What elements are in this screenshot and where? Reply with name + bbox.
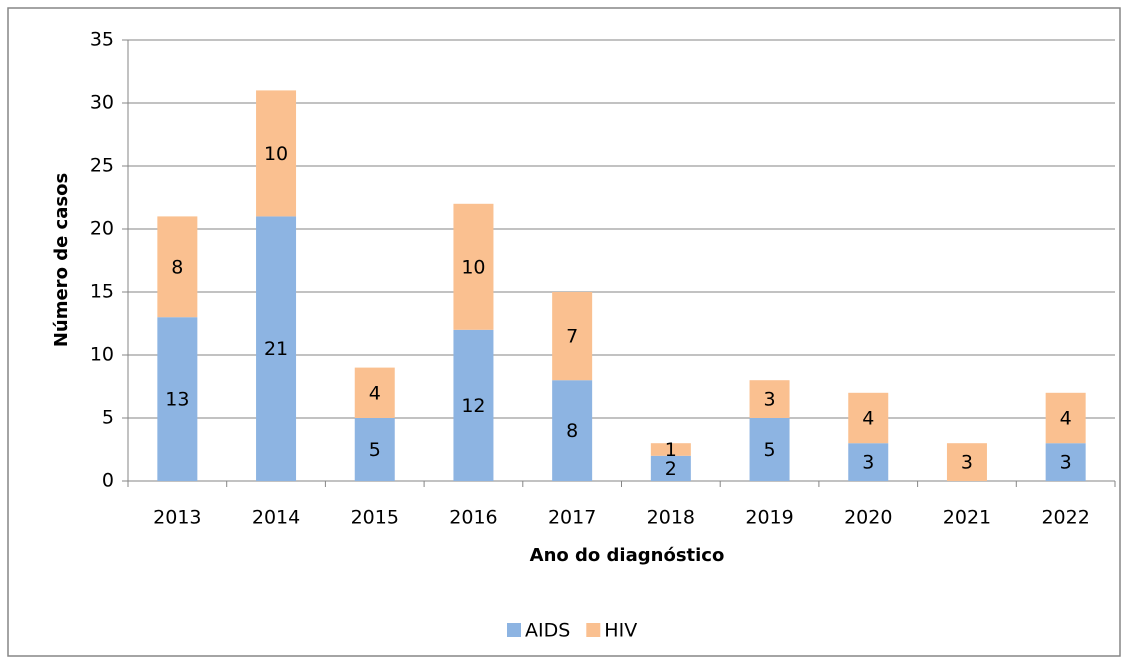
y-axis-title: Número de casos bbox=[51, 173, 72, 347]
bar-segment bbox=[650, 455, 691, 481]
x-tick-label: 2017 bbox=[548, 507, 596, 529]
bar-segment bbox=[1045, 392, 1086, 444]
data-label: 5 bbox=[369, 439, 381, 461]
bar-segment bbox=[848, 443, 889, 481]
x-axis-title: Ano do diagnóstico bbox=[530, 545, 725, 566]
data-label: 7 bbox=[566, 326, 578, 348]
legend-swatch bbox=[507, 623, 521, 637]
y-tick-label: 10 bbox=[90, 344, 114, 366]
data-label: 21 bbox=[264, 338, 288, 360]
legend-label: AIDS bbox=[525, 620, 570, 642]
legend-label: HIV bbox=[604, 620, 637, 642]
x-tick-label: 2016 bbox=[449, 507, 497, 529]
bar-segment bbox=[256, 90, 297, 217]
x-tick-label: 2013 bbox=[153, 507, 201, 529]
data-label: 8 bbox=[566, 420, 578, 442]
x-tick-label: 2019 bbox=[745, 507, 793, 529]
bar-segment bbox=[749, 380, 790, 418]
data-label: 12 bbox=[461, 395, 485, 417]
bar-segment bbox=[453, 329, 494, 481]
data-label: 8 bbox=[171, 256, 183, 278]
bar-segment bbox=[552, 292, 593, 381]
data-label: 10 bbox=[264, 143, 288, 165]
x-tick-label: 2018 bbox=[647, 507, 695, 529]
bar-segment bbox=[1045, 443, 1086, 481]
data-label: 3 bbox=[961, 452, 973, 474]
y-tick-label: 35 bbox=[90, 29, 114, 51]
data-label: 3 bbox=[1060, 452, 1072, 474]
bar-segment bbox=[848, 392, 889, 444]
y-tick-label: 25 bbox=[90, 155, 114, 177]
y-tick-label: 30 bbox=[90, 92, 114, 114]
data-label: 10 bbox=[461, 256, 485, 278]
bar-segment bbox=[552, 380, 593, 481]
data-label: 5 bbox=[764, 439, 776, 461]
data-label: 3 bbox=[862, 452, 874, 474]
y-tick-label: 15 bbox=[90, 281, 114, 303]
x-tick-label: 2020 bbox=[844, 507, 892, 529]
x-tick-label: 2014 bbox=[252, 507, 300, 529]
data-label: 13 bbox=[165, 389, 189, 411]
bar-segment bbox=[749, 418, 790, 481]
bar-segment bbox=[354, 367, 395, 418]
x-tick-label: 2015 bbox=[351, 507, 399, 529]
y-tick-label: 5 bbox=[102, 407, 114, 429]
data-label: 4 bbox=[369, 382, 381, 404]
bar-segment bbox=[453, 203, 494, 330]
y-tick-label: 20 bbox=[90, 218, 114, 240]
bar-segment bbox=[157, 317, 198, 481]
legend-swatch bbox=[586, 623, 601, 637]
bar-segment bbox=[946, 443, 987, 481]
data-label: 2 bbox=[665, 458, 677, 480]
data-label: 3 bbox=[764, 389, 776, 411]
bar-segment bbox=[650, 443, 691, 456]
bar-segment bbox=[354, 418, 395, 481]
bar-segment bbox=[256, 216, 297, 481]
x-tick-label: 2021 bbox=[943, 507, 991, 529]
x-tick-label: 2022 bbox=[1041, 507, 1089, 529]
data-label: 4 bbox=[862, 408, 874, 430]
data-label: 1 bbox=[665, 439, 677, 461]
bar-segment bbox=[157, 216, 198, 318]
data-label: 4 bbox=[1060, 408, 1072, 430]
y-tick-label: 0 bbox=[102, 470, 114, 492]
